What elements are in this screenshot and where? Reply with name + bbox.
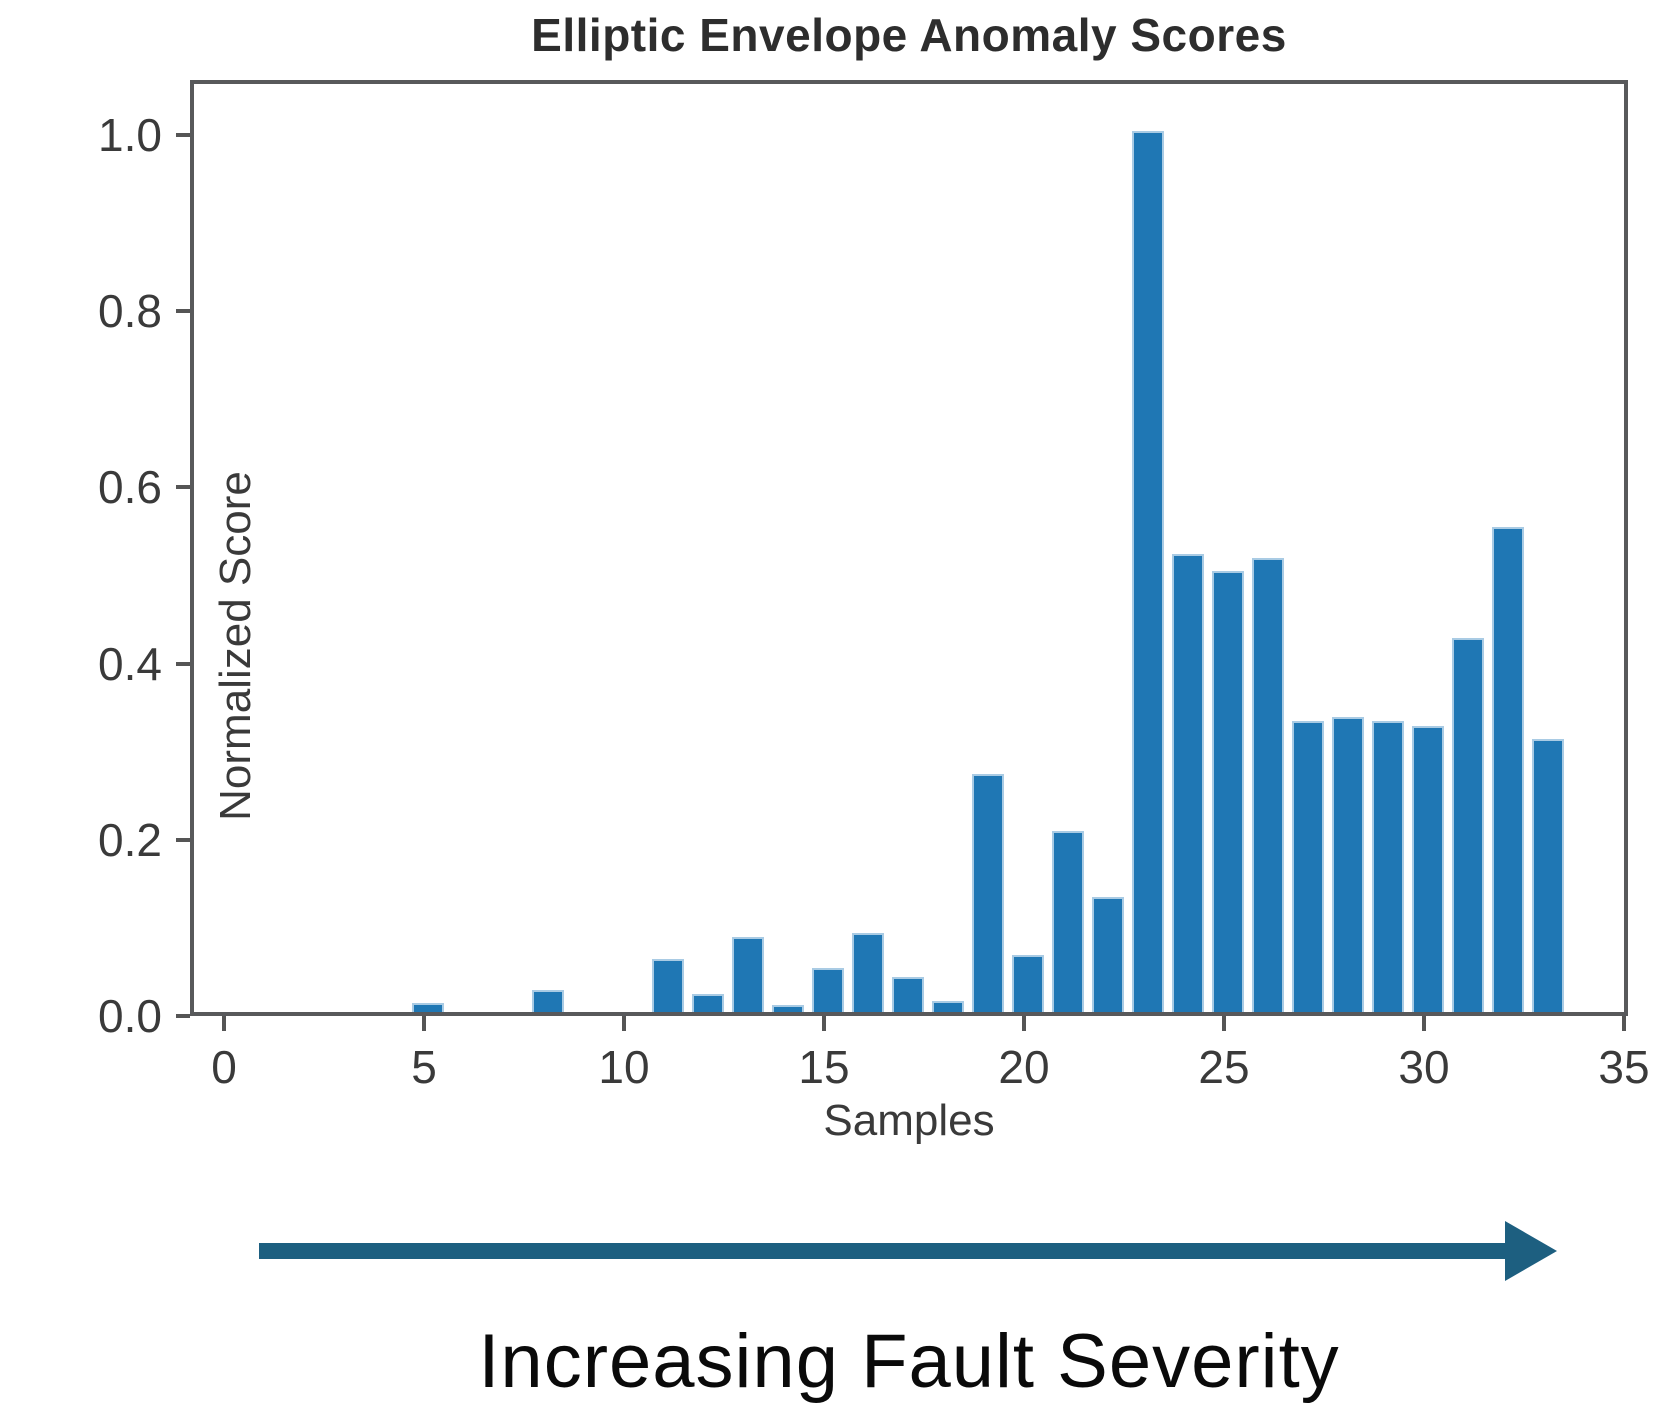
bar [1412, 726, 1444, 1012]
x-tick-mark [622, 1016, 626, 1031]
y-axis-label: Normalized Score [211, 471, 260, 821]
bar [692, 994, 724, 1012]
x-tick-label: 0 [211, 1041, 237, 1093]
x-tick-label: 20 [998, 1041, 1050, 1093]
y-tick-mark [176, 309, 190, 314]
fault-severity-annotation: Increasing Fault Severity [478, 1319, 1340, 1404]
bar [1292, 721, 1324, 1012]
y-tick-label: 0.2 [98, 813, 162, 866]
bar [1332, 717, 1364, 1012]
bar [1492, 527, 1524, 1012]
x-axis-label: Samples [823, 1096, 995, 1145]
bar [892, 977, 924, 1012]
x-tick-mark [1422, 1016, 1426, 1031]
x-tick-label: 5 [411, 1041, 437, 1093]
x-tick-label: 35 [1598, 1041, 1650, 1093]
x-tick-mark [222, 1016, 226, 1031]
y-tick-label: 0.6 [98, 461, 162, 514]
bar [652, 959, 684, 1012]
x-tick-label: 10 [598, 1041, 650, 1093]
bar [1452, 638, 1484, 1012]
bar [1012, 955, 1044, 1012]
y-tick-mark [176, 1014, 190, 1018]
bar [1052, 831, 1084, 1012]
x-tick-mark [822, 1016, 826, 1031]
bar [1252, 558, 1284, 1012]
x-tick-label: 15 [798, 1041, 850, 1093]
y-tick-label: 0.0 [98, 990, 162, 1042]
x-tick-mark [422, 1016, 426, 1031]
bar [972, 774, 1004, 1012]
fault-severity-arrow-shaft [259, 1243, 1507, 1259]
y-tick-mark [176, 485, 190, 490]
bar [852, 933, 884, 1012]
x-tick-mark [1022, 1016, 1026, 1031]
plot-area: Normalized Score [190, 80, 1628, 1016]
y-tick-label: 0.8 [98, 285, 162, 338]
x-tick-label: 25 [1198, 1041, 1250, 1093]
y-tick-label: 0.4 [98, 637, 162, 690]
x-tick-label: 30 [1398, 1041, 1450, 1093]
bar [1372, 721, 1404, 1012]
y-tick-label: 1.0 [98, 109, 162, 161]
x-tick-mark [1222, 1016, 1226, 1031]
bar [812, 968, 844, 1012]
bar [532, 990, 564, 1012]
bar [412, 1003, 444, 1012]
bar [1092, 897, 1124, 1012]
y-tick-mark [176, 133, 190, 137]
bar [1532, 739, 1564, 1012]
bar [1212, 571, 1244, 1012]
bar [772, 1005, 804, 1012]
y-tick-mark [176, 661, 190, 666]
y-tick-mark [176, 837, 190, 842]
chart-title: Elliptic Envelope Anomaly Scores [531, 9, 1287, 61]
bar [1172, 554, 1204, 1012]
x-tick-mark [1622, 1016, 1626, 1031]
bar [732, 937, 764, 1012]
bar [1132, 131, 1164, 1012]
fault-severity-arrow-head-icon [1505, 1221, 1557, 1281]
bar [932, 1001, 964, 1012]
